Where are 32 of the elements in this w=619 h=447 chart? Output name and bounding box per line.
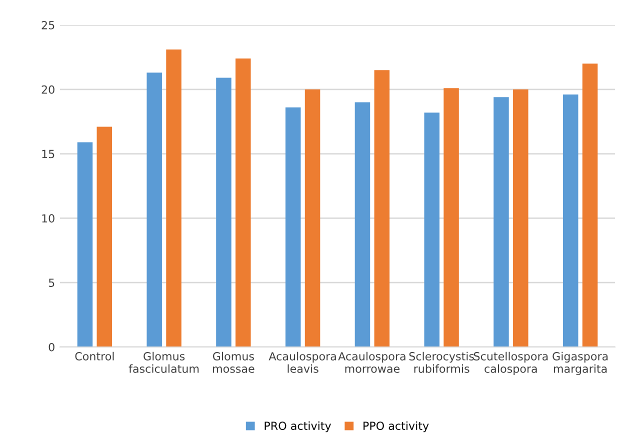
bar: [166, 49, 182, 347]
x-tick-label: Sclerocystis rubiformis: [409, 352, 474, 373]
x-tick-label: Acaulospora leavis: [268, 352, 336, 373]
y-tick-label: 20: [42, 85, 54, 94]
bar: [374, 70, 390, 347]
y-tick-label: 15: [42, 150, 54, 158]
bar: [77, 142, 93, 347]
bar: [494, 97, 509, 347]
x-tick-label: Glomus fasciculatum: [128, 352, 199, 373]
y-tick-label: 25: [42, 20, 54, 30]
bar: [285, 107, 301, 347]
legend-label: PPO activity: [364, 421, 429, 432]
bar: [582, 64, 598, 347]
y-tick-label: 5: [48, 278, 54, 287]
x-tick-label: Acaulospora morrowae: [338, 352, 406, 373]
bar: [513, 89, 528, 347]
x-tick-label: Scutellospora calospora: [474, 352, 548, 376]
bar: [96, 126, 112, 347]
bar: [304, 89, 320, 347]
x-tick-label: Control: [75, 352, 114, 360]
bar: [146, 72, 162, 347]
y-tick-label: 0: [48, 342, 54, 352]
bar: [354, 102, 370, 347]
bar: [424, 112, 440, 347]
bar: [216, 78, 232, 347]
y-tick-label: 10: [42, 214, 54, 223]
x-tick-label: Glomus mossae: [212, 352, 254, 373]
legend-label: PRO activity: [264, 421, 332, 432]
x-tick-label: Gigaspora margarita: [552, 352, 608, 376]
bar: [236, 58, 251, 347]
bar: [562, 94, 578, 347]
bar: [444, 88, 459, 347]
